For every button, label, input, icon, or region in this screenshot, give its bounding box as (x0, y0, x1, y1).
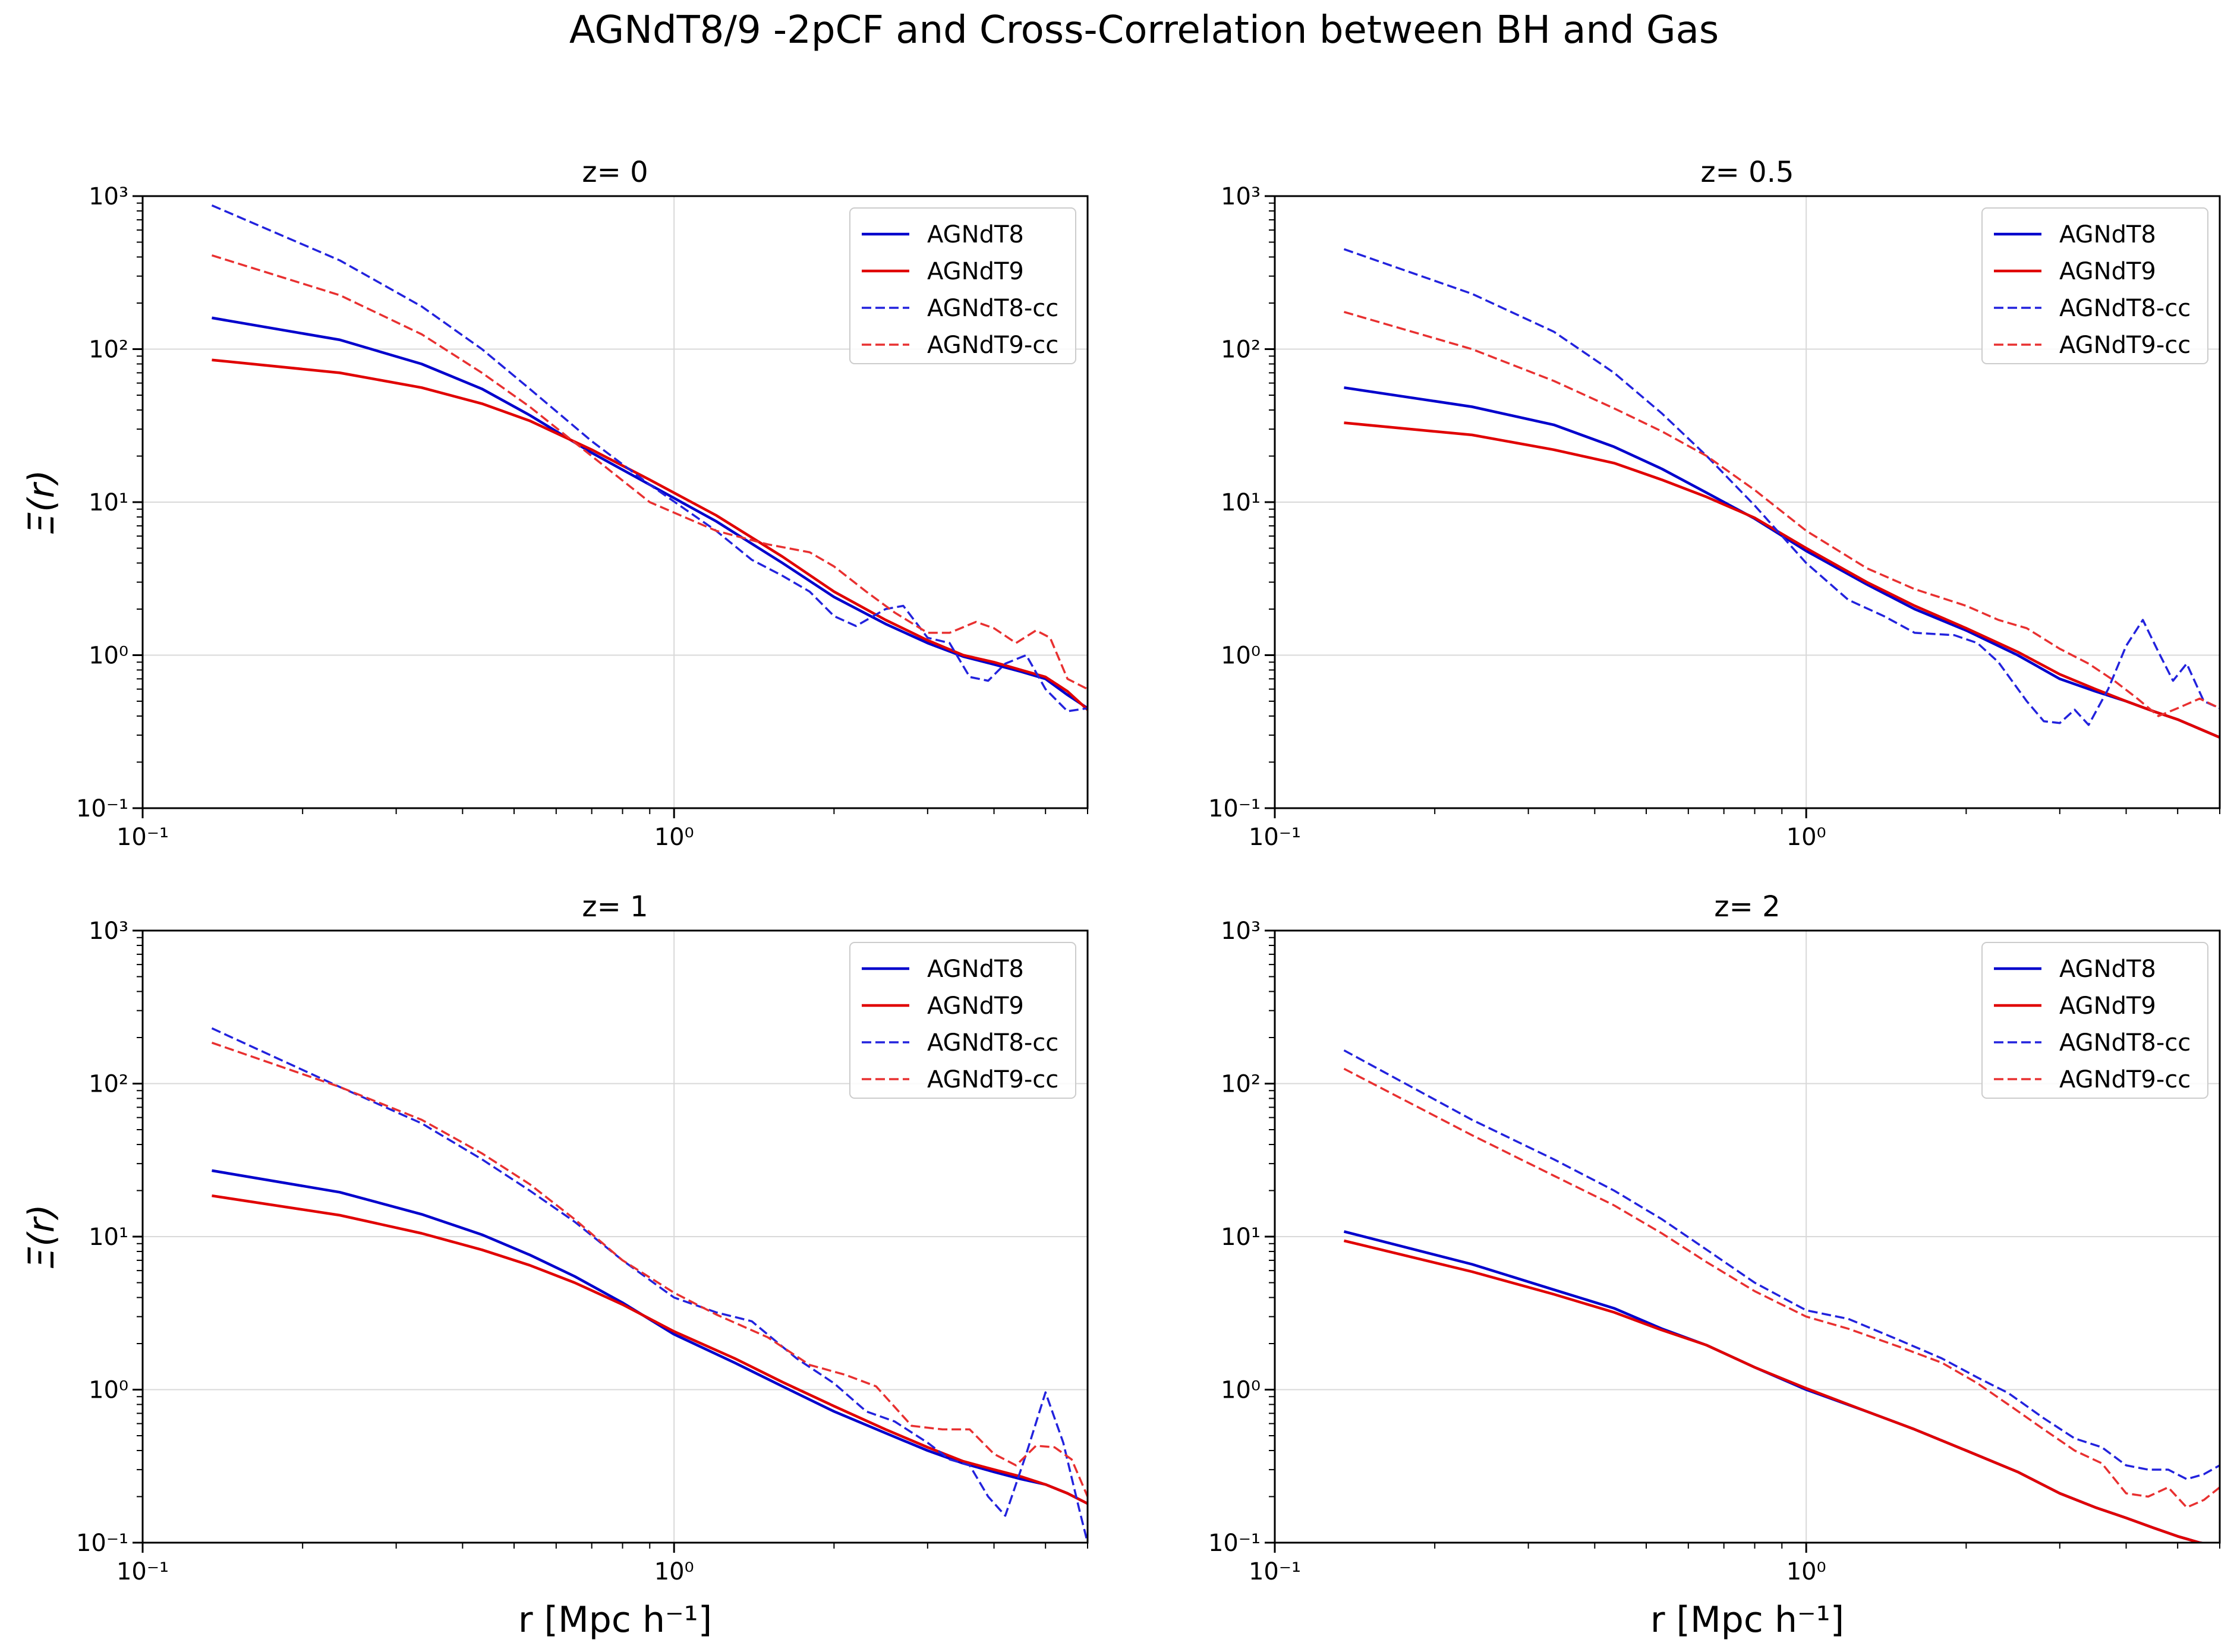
panel-title: z= 1 (582, 890, 648, 923)
legend-label: AGNdT9 (2059, 258, 2156, 285)
y-tick-label: 10⁰ (89, 1377, 128, 1404)
legend-frame (849, 942, 1076, 1099)
legend-label: AGNdT9-cc (927, 1066, 1058, 1093)
y-tick-label: 10³ (89, 918, 128, 945)
series-line-agndt9-cc (1343, 1067, 2220, 1509)
y-tick-label: 10² (1221, 1071, 1261, 1098)
y-axis-label: Ξ(r) (21, 469, 62, 534)
legend-label: AGNdT9-cc (2059, 332, 2191, 359)
y-tick-label: 10⁻¹ (1208, 795, 1261, 822)
panel-title: z= 0.5 (1700, 156, 1794, 189)
y-tick-label: 10¹ (1221, 489, 1261, 516)
x-tick-label: 10⁰ (654, 824, 694, 851)
legend-label: AGNdT8 (927, 956, 1024, 983)
series-line-agndt8 (212, 316, 1088, 710)
x-tick-label: 10⁻¹ (116, 824, 169, 851)
y-tick-label: 10³ (1221, 183, 1261, 210)
y-tick-label: 10³ (89, 183, 128, 210)
legend-label: AGNdT8-cc (927, 295, 1058, 322)
legend: AGNdT8 AGNdT9 AGNdT8-cc AGNdT9-cc (1981, 942, 2208, 1099)
y-tick-label: 10⁻¹ (1208, 1530, 1261, 1557)
legend-label: AGNdT8-cc (927, 1029, 1058, 1057)
panel-title: z= 0 (582, 156, 648, 189)
legend-frame (1981, 207, 2208, 364)
legend-label: AGNdT9-cc (927, 332, 1058, 359)
y-tick-label: 10² (89, 336, 128, 364)
legend-label: AGNdT8 (2059, 956, 2156, 983)
y-tick-label: 10³ (1221, 918, 1261, 945)
panel-4: 10⁻¹ 10⁰ 10⁻¹ 10⁰ 10¹ 10² 10³ z= 2 r [Mpc h⁻¹] AG… (1208, 890, 2221, 1641)
legend-label: AGNdT8 (927, 221, 1024, 248)
x-tick-label: 10⁻¹ (1249, 1558, 1301, 1585)
series-line-agndt9-cc (211, 1042, 1088, 1497)
x-tick-label: 10⁻¹ (116, 1558, 169, 1585)
panel-title: z= 2 (1714, 890, 1780, 923)
series-line-agndt8 (1343, 1230, 2208, 1543)
x-tick-label: 10⁰ (654, 1558, 694, 1585)
panel-3: 10⁻¹ 10⁰ 10⁻¹ 10⁰ 10¹ 10² 10³ z= 1 Ξ(r) r [Mpc h⁻… (21, 890, 1089, 1641)
y-tick-label: 10² (1221, 336, 1261, 364)
series-line-agndt9 (212, 358, 1088, 711)
y-tick-label: 10² (89, 1071, 128, 1098)
y-tick-label: 10⁰ (1221, 642, 1261, 670)
x-tick-label: 10⁰ (1786, 1558, 1826, 1585)
legend: AGNdT8 AGNdT9 AGNdT8-cc AGNdT9-cc (849, 207, 1076, 364)
series-line-agndt8-cc (1343, 1049, 2220, 1480)
legend-label: AGNdT9-cc (2059, 1066, 2191, 1093)
legend-label: AGNdT9 (927, 992, 1024, 1020)
x-axis-label: r [Mpc h⁻¹] (518, 1599, 712, 1641)
legend-label: AGNdT8-cc (2059, 1029, 2191, 1057)
series-line-agndt8-cc (211, 1027, 1088, 1543)
series-line-agndt9 (1343, 1239, 2208, 1543)
legend-frame (849, 207, 1076, 364)
x-axis-label: r [Mpc h⁻¹] (1650, 1599, 1844, 1641)
legend-frame (1981, 942, 2208, 1099)
y-tick-label: 10⁻¹ (76, 795, 128, 822)
legend-label: AGNdT8 (2059, 221, 2156, 248)
legend: AGNdT8 AGNdT9 AGNdT8-cc AGNdT9-cc (1981, 207, 2208, 364)
legend-label: AGNdT9 (927, 258, 1024, 285)
legend-label: AGNdT8-cc (2059, 295, 2191, 322)
y-tick-label: 10⁻¹ (76, 1530, 128, 1557)
legend: AGNdT8 AGNdT9 AGNdT8-cc AGNdT9-cc (849, 942, 1076, 1099)
y-tick-label: 10⁰ (89, 642, 128, 670)
series-line-agndt9-cc (211, 254, 1088, 691)
y-tick-label: 10⁰ (1221, 1377, 1261, 1404)
y-tick-label: 10¹ (1221, 1224, 1261, 1251)
x-tick-label: 10⁻¹ (1249, 824, 1301, 851)
x-tick-label: 10⁰ (1786, 824, 1826, 851)
figure-title: AGNdT8/9 -2pCF and Cross-Correlation bet… (569, 8, 1719, 52)
series-line-agndt9 (212, 1194, 1088, 1505)
series-line-agndt8-cc (211, 204, 1088, 712)
legend-label: AGNdT9 (2059, 992, 2156, 1020)
series-line-agndt9-cc (1344, 311, 2220, 717)
y-tick-label: 10¹ (89, 1224, 128, 1251)
y-tick-label: 10¹ (89, 489, 128, 516)
series-line-agndt8 (212, 1169, 1088, 1505)
y-axis-label: Ξ(r) (21, 1204, 62, 1269)
